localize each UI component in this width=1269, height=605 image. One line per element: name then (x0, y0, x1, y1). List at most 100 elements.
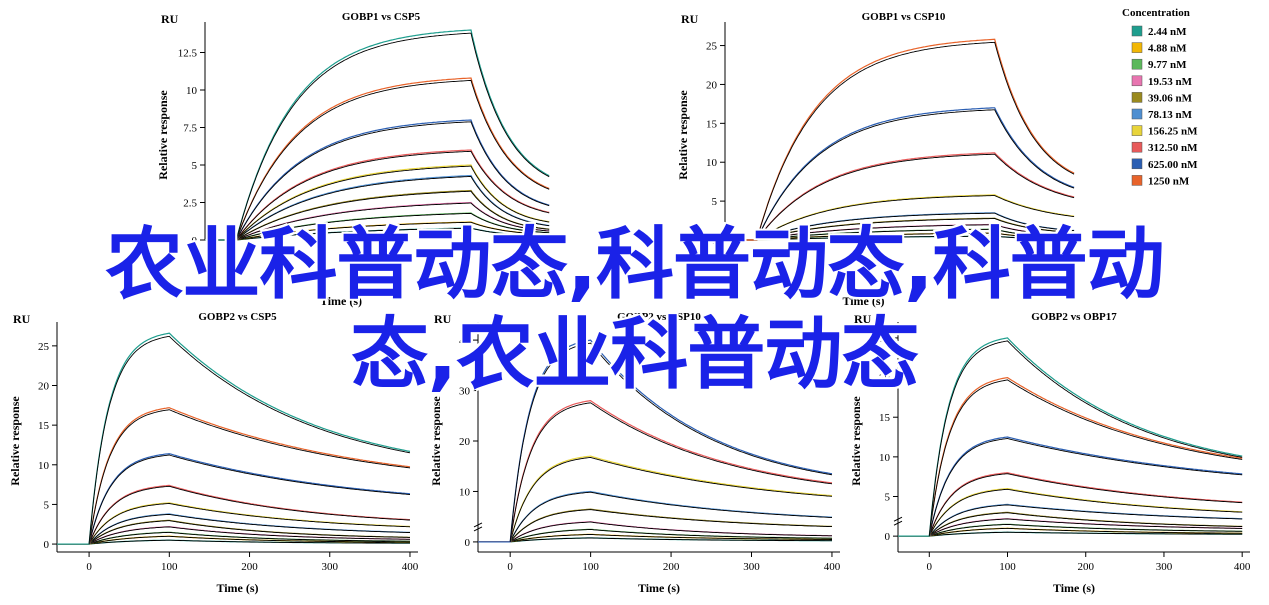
fit-curve (928, 340, 1243, 537)
y-tick-label: 40 (459, 335, 471, 347)
x-tick-label: 300 (1156, 561, 1173, 573)
x-tick-label: 0 (927, 561, 933, 573)
axis-break-mark (893, 516, 903, 526)
x-tick-label: 400 (1234, 561, 1251, 573)
x-tick-label: 100 (999, 561, 1016, 573)
y-tick-label: 15 (879, 412, 891, 424)
fit-curve (756, 109, 1075, 241)
fit-curve (509, 456, 833, 543)
fit-curve (236, 190, 550, 241)
y-tick-label: 5 (44, 499, 50, 511)
fit-curve (929, 518, 1243, 537)
y-tick-label: 10 (706, 157, 718, 169)
legend-entry-label: 625.00 nM (1148, 159, 1198, 171)
y-tick-label: 20 (706, 79, 718, 91)
data-series-curve (898, 337, 1243, 537)
legend-swatch (1131, 42, 1143, 53)
legend-entry-label: 78.13 nM (1148, 109, 1193, 121)
x-axis-label: Time (s) (842, 294, 884, 308)
fit-curve (236, 176, 550, 241)
chart-title: GOBP2 vs OBP17 (1031, 311, 1117, 323)
fit-curve (236, 227, 550, 241)
data-series-curve (898, 487, 1243, 537)
y-tick-label: 7.5 (183, 123, 197, 135)
fit-curve (928, 473, 1243, 537)
legend-entry-label: 312.50 nM (1148, 142, 1198, 154)
fit-curve (929, 527, 1243, 537)
y-axis-label: Relative response (8, 396, 22, 486)
fit-curve (510, 529, 833, 543)
fit-curve (88, 454, 411, 545)
data-series-curve (57, 332, 411, 545)
axis-break-mark (473, 522, 483, 532)
chart-panel-1: GOBP1 vs CSP5 RU Relative response 0 2.5 5 7.5… (156, 11, 550, 308)
y-tick-label: 15 (38, 420, 50, 432)
y-tick-label: 25 (879, 333, 891, 345)
fit-curve (510, 537, 832, 543)
legend-swatch (1131, 175, 1143, 186)
legend-entry-label: 4.88 nM (1148, 43, 1187, 55)
fit-curve (928, 488, 1243, 537)
data-series-curve (898, 472, 1243, 537)
x-tick-label: 100 (582, 561, 599, 573)
y-tick-label: 5 (192, 160, 198, 172)
fit-curve (928, 438, 1243, 537)
x-axis-label: Time (s) (216, 581, 258, 595)
legend-swatch (1131, 58, 1143, 70)
fit-curve (88, 520, 410, 545)
y-unit-label: RU (13, 312, 31, 326)
y-axis-label: Relative response (676, 90, 690, 180)
y-tick-label: 10 (186, 85, 198, 97)
x-tick-label: 0 (86, 561, 92, 573)
fit-curve (88, 335, 411, 545)
x-tick-label: 0 (507, 561, 513, 573)
fit-curve (928, 504, 1243, 537)
fit-curve (510, 534, 832, 543)
fit-curve (88, 531, 410, 545)
fit-curve (235, 32, 550, 241)
y-tick-label: 0 (465, 537, 471, 549)
chart-panel-2: GOBP1 vs CSP10 RU Relative response 0 5 10 15 2… (676, 11, 1075, 308)
y-tick-label: 15 (706, 118, 718, 130)
x-axis-label: Time (s) (320, 294, 362, 308)
fit-curve (509, 509, 832, 543)
y-tick-label: 10 (879, 452, 891, 464)
data-series-curve (57, 453, 411, 545)
x-axis-label: Time (s) (1053, 581, 1095, 595)
chart-title: GOBP1 vs CSP5 (342, 11, 421, 23)
chart-title: GOBP2 vs CSP10 (617, 311, 701, 323)
y-tick-label: 25 (38, 341, 50, 353)
data-series-curve (478, 339, 833, 543)
y-axis-label: Relative response (849, 396, 863, 486)
fit-curve (509, 402, 833, 542)
y-tick-label: 10 (459, 486, 471, 498)
y-axis-label: Relative response (156, 90, 170, 180)
y-tick-label: 0 (885, 531, 891, 543)
legend-swatch (1131, 141, 1143, 153)
legend-swatch (1131, 108, 1143, 120)
fit-curve (236, 212, 550, 241)
fit-curve (88, 535, 410, 545)
legend-swatch (1131, 25, 1143, 37)
y-tick-label: 5 (885, 492, 891, 504)
fit-curve (756, 195, 1075, 241)
x-tick-label: 200 (241, 561, 258, 573)
x-tick-label: 200 (663, 561, 680, 573)
legend-entry-label: 9.77 nM (1148, 59, 1187, 71)
data-series-curve (898, 376, 1243, 537)
legend-swatch (1131, 92, 1143, 103)
y-tick-label: 30 (459, 386, 471, 398)
fit-curve (236, 202, 550, 241)
legend-title: Concentration (1122, 7, 1190, 19)
x-tick-label: 400 (402, 561, 419, 573)
y-tick-label: 2.5 (183, 198, 197, 210)
chart-title: GOBP1 vs CSP10 (862, 11, 946, 23)
fit-curve (756, 235, 1075, 241)
fit-curve (509, 342, 833, 542)
y-axis-label: Relative response (429, 396, 443, 486)
fit-curve (929, 531, 1243, 537)
y-unit-label: RU (681, 12, 699, 26)
fit-curve (929, 523, 1243, 537)
legend-entry-label: 19.53 nM (1148, 76, 1193, 88)
fit-curve (235, 165, 550, 241)
